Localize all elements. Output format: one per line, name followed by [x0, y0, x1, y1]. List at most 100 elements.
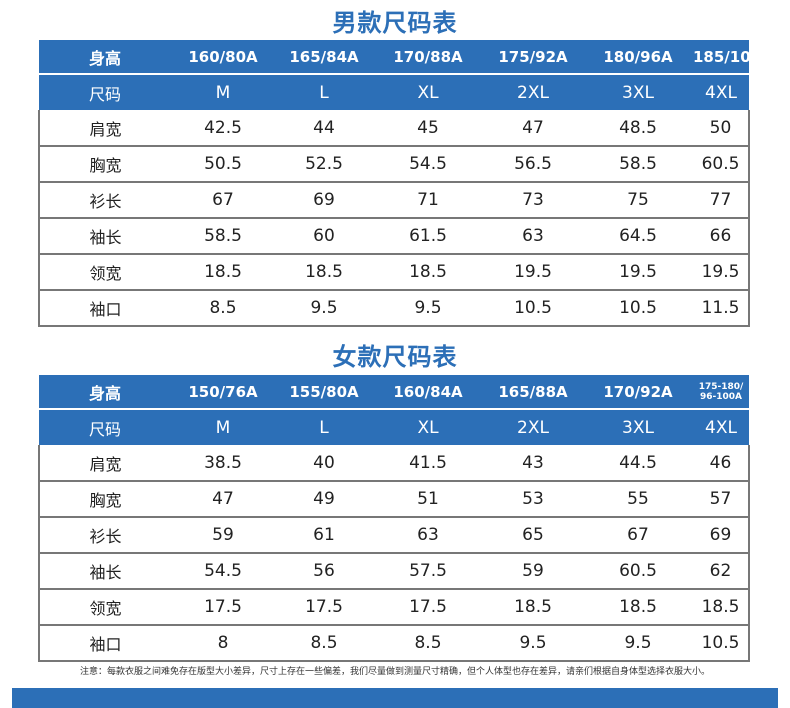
value-cell: 45: [373, 110, 483, 147]
value-cell: 9.5: [583, 625, 693, 662]
value-cell: 18.5: [275, 254, 373, 291]
table-row: 衫长 67 69 71 73 75 77: [38, 182, 750, 219]
women-size-table: 身高 150/76A 155/80A 160/84A 165/88A 170/9…: [38, 375, 750, 662]
height-cell: 165/88A: [483, 375, 583, 409]
value-cell: 44: [275, 110, 373, 147]
height-cell: 160/80A: [171, 40, 275, 74]
height-cell: 150/76A: [171, 375, 275, 409]
value-cell: 47: [171, 481, 275, 518]
value-cell: 18.5: [583, 589, 693, 626]
height-cell: 160/84A: [373, 375, 483, 409]
table-row: 领宽 18.5 18.5 18.5 19.5 19.5 19.5: [38, 254, 750, 291]
value-cell: 58.5: [583, 146, 693, 183]
height-cell: 165/84A: [275, 40, 373, 74]
value-cell: 40: [275, 445, 373, 482]
disclaimer-note: 注意：每款衣服之间难免存在版型大小差异，尺寸上存在一些偏差，我们尽量做到测量尺寸…: [79, 667, 710, 677]
value-cell: 57.5: [373, 553, 483, 590]
size-cell: 2XL: [483, 73, 583, 110]
row-label: 肩宽: [38, 445, 171, 482]
value-cell: 56.5: [483, 146, 583, 183]
table-row: 胸宽 50.5 52.5 54.5 56.5 58.5 60.5: [38, 146, 750, 183]
value-cell: 38.5: [171, 445, 275, 482]
value-cell: 60.5: [693, 146, 750, 183]
value-cell: 47: [483, 110, 583, 147]
size-cell: 4XL: [693, 408, 749, 445]
value-cell: 62: [693, 553, 750, 590]
men-size-chart-title: 男款尺码表: [332, 9, 458, 37]
value-cell: 49: [275, 481, 373, 518]
row-label: 肩宽: [38, 110, 171, 147]
value-cell: 66: [693, 218, 750, 255]
value-cell: 59: [483, 553, 583, 590]
value-cell: 65: [483, 517, 583, 554]
row-label: 领宽: [38, 254, 171, 291]
value-cell: 8: [171, 625, 275, 662]
value-cell: 18.5: [483, 589, 583, 626]
size-cell: 4XL: [693, 73, 749, 110]
row-label: 胸宽: [38, 146, 171, 183]
value-cell: 67: [583, 517, 693, 554]
height-row: 身高 160/80A 165/84A 170/88A 175/92A 180/9…: [39, 40, 773, 74]
height-cell: 185/100A: [693, 40, 773, 74]
value-cell: 10.5: [693, 625, 750, 662]
value-cell: 69: [693, 517, 750, 554]
value-cell: 61.5: [373, 218, 483, 255]
value-cell: 17.5: [275, 589, 373, 626]
size-cell: M: [171, 408, 275, 445]
value-cell: 19.5: [483, 254, 583, 291]
value-cell: 46: [693, 445, 750, 482]
value-cell: 75: [583, 182, 693, 219]
size-label: 尺码: [39, 73, 171, 110]
table-row: 胸宽 47 49 51 53 55 57: [38, 481, 750, 518]
row-label: 袖长: [38, 218, 171, 255]
value-cell: 61: [275, 517, 373, 554]
value-cell: 54.5: [373, 146, 483, 183]
size-cell: 3XL: [583, 408, 693, 445]
row-label: 胸宽: [38, 481, 171, 518]
value-cell: 63: [373, 517, 483, 554]
row-label: 袖口: [38, 290, 171, 327]
row-label: 袖长: [38, 553, 171, 590]
row-label: 领宽: [38, 589, 171, 626]
size-cell: L: [275, 408, 373, 445]
table-row: 袖口 8 8.5 8.5 9.5 9.5 10.5: [38, 625, 750, 662]
value-cell: 69: [275, 182, 373, 219]
value-cell: 73: [483, 182, 583, 219]
height-label: 身高: [39, 375, 171, 409]
value-cell: 71: [373, 182, 483, 219]
value-cell: 8.5: [275, 625, 373, 662]
value-cell: 9.5: [373, 290, 483, 327]
value-cell: 77: [693, 182, 750, 219]
men-size-table: 身高 160/80A 165/84A 170/88A 175/92A 180/9…: [38, 40, 773, 327]
value-cell: 51: [373, 481, 483, 518]
value-cell: 18.5: [171, 254, 275, 291]
height-cell: 170/92A: [583, 375, 693, 409]
value-cell: 59: [171, 517, 275, 554]
value-cell: 56: [275, 553, 373, 590]
value-cell: 17.5: [171, 589, 275, 626]
row-label: 袖口: [38, 625, 171, 662]
value-cell: 19.5: [693, 254, 750, 291]
value-cell: 60.5: [583, 553, 693, 590]
value-cell: 19.5: [583, 254, 693, 291]
table-row: 肩宽 42.5 44 45 47 48.5 50: [38, 110, 750, 147]
table-row: 衫长 59 61 63 65 67 69: [38, 517, 750, 554]
table-row: 领宽 17.5 17.5 17.5 18.5 18.5 18.5: [38, 589, 750, 626]
bottom-accent-bar: [12, 688, 778, 708]
table-row: 肩宽 38.5 40 41.5 43 44.5 46: [38, 445, 750, 482]
value-cell: 64.5: [583, 218, 693, 255]
value-cell: 8.5: [373, 625, 483, 662]
value-cell: 11.5: [693, 290, 750, 327]
size-cell: M: [171, 73, 275, 110]
value-cell: 58.5: [171, 218, 275, 255]
height-cell: 175-180/ 96-100A: [693, 375, 749, 409]
size-cell: 2XL: [483, 408, 583, 445]
value-cell: 53: [483, 481, 583, 518]
size-label: 尺码: [39, 408, 171, 445]
height-label: 身高: [39, 40, 171, 74]
size-cell: XL: [373, 408, 483, 445]
value-cell: 18.5: [373, 254, 483, 291]
table-row: 袖长 54.5 56 57.5 59 60.5 62: [38, 553, 750, 590]
table-row: 袖长 58.5 60 61.5 63 64.5 66: [38, 218, 750, 255]
height-cell: 175/92A: [483, 40, 583, 74]
